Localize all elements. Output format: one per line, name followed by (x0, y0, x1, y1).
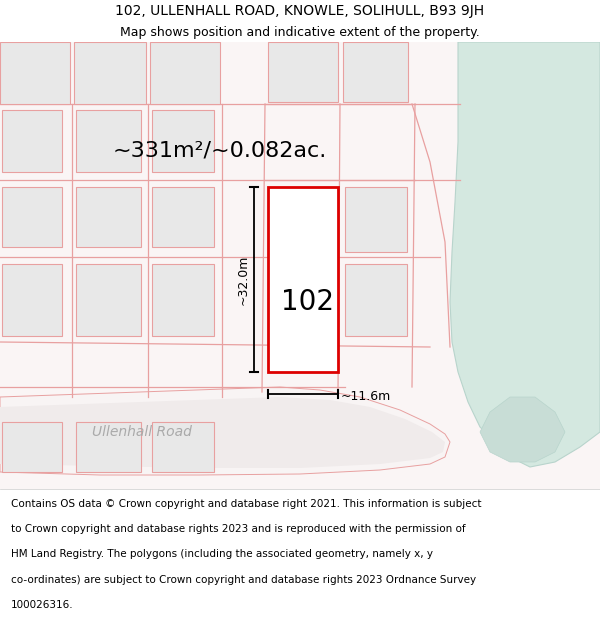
Bar (343, 42, 408, 102)
Text: HM Land Registry. The polygons (including the associated geometry, namely x, y: HM Land Registry. The polygons (includin… (11, 549, 433, 559)
Bar (74, 42, 146, 104)
Bar (152, 110, 214, 172)
Text: co-ordinates) are subject to Crown copyright and database rights 2023 Ordnance S: co-ordinates) are subject to Crown copyr… (11, 575, 476, 585)
Bar (150, 42, 220, 104)
Text: 100026316.: 100026316. (11, 600, 73, 610)
Text: Map shows position and indicative extent of the property.: Map shows position and indicative extent… (120, 26, 480, 39)
Bar (76, 110, 141, 172)
Bar (76, 422, 141, 472)
Text: Ullenhall Road: Ullenhall Road (92, 425, 192, 439)
Bar (2, 422, 62, 472)
Bar (2, 187, 62, 247)
Bar (268, 42, 338, 102)
Text: ~331m²/~0.082ac.: ~331m²/~0.082ac. (113, 140, 327, 160)
Bar (76, 187, 141, 247)
Text: 102: 102 (281, 288, 335, 316)
Bar (0, 42, 70, 104)
Polygon shape (450, 42, 600, 467)
Bar (76, 264, 141, 336)
Bar (2, 264, 62, 336)
Bar (345, 187, 407, 252)
Bar (345, 264, 407, 336)
Bar (152, 187, 214, 247)
Bar (152, 422, 214, 472)
Text: ~32.0m: ~32.0m (236, 254, 250, 304)
Bar (268, 187, 338, 372)
Text: 102, ULLENHALL ROAD, KNOWLE, SOLIHULL, B93 9JH: 102, ULLENHALL ROAD, KNOWLE, SOLIHULL, B… (115, 4, 485, 18)
Bar (2, 110, 62, 172)
Text: Contains OS data © Crown copyright and database right 2021. This information is : Contains OS data © Crown copyright and d… (11, 499, 481, 509)
Text: to Crown copyright and database rights 2023 and is reproduced with the permissio: to Crown copyright and database rights 2… (11, 524, 466, 534)
Bar (152, 264, 214, 336)
Polygon shape (0, 387, 450, 475)
Polygon shape (0, 397, 445, 468)
Text: ~11.6m: ~11.6m (341, 389, 391, 402)
Polygon shape (480, 397, 565, 462)
